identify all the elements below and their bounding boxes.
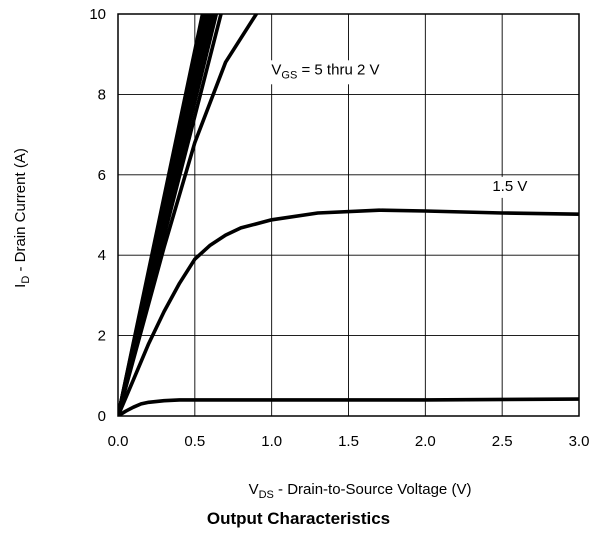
y-tick-labels: 0 2 4 6 8 10 [89, 6, 106, 425]
plot-frame [117, 13, 580, 417]
annotation-label: 1.5 V [492, 178, 527, 195]
x-tick-label: 2.5 [492, 433, 513, 450]
x-tick-label: 3.0 [569, 433, 590, 450]
x-tick-label: 2.0 [415, 433, 436, 450]
x-tick-label: 1.0 [261, 433, 282, 450]
y-tick-label: 6 [98, 167, 106, 184]
curves-group [118, 14, 579, 416]
chart-title: Output Characteristics [206, 509, 391, 528]
x-axis-label: VDS - Drain-to-Source Voltage (V) [249, 481, 472, 501]
curve-10 [118, 14, 259, 416]
y-tick-label: 2 [98, 328, 106, 345]
x-tick-label: 0.5 [184, 433, 205, 450]
x-tick-labels: 0.0 0.5 1.0 1.5 2.0 2.5 3.0 [108, 433, 590, 450]
annotations: VGS = 5 thru 2 V 1.5 V [267, 60, 532, 198]
x-tick-label: 1.5 [338, 433, 359, 450]
annotation-label: VGS = 5 thru 2 V [271, 61, 379, 81]
y-tick-label: 8 [98, 86, 106, 103]
x-tick-label: 0.0 [108, 433, 129, 450]
curve-11 [118, 208, 579, 416]
y-axis-label: ID - Drain Current (A) [12, 148, 32, 288]
y-tick-label: 4 [98, 247, 106, 264]
y-tick-label: 10 [89, 6, 106, 23]
y-tick-label: 0 [98, 408, 106, 425]
annotation-background [267, 60, 384, 85]
annotation-background [488, 176, 532, 198]
curve-12 [118, 397, 579, 416]
